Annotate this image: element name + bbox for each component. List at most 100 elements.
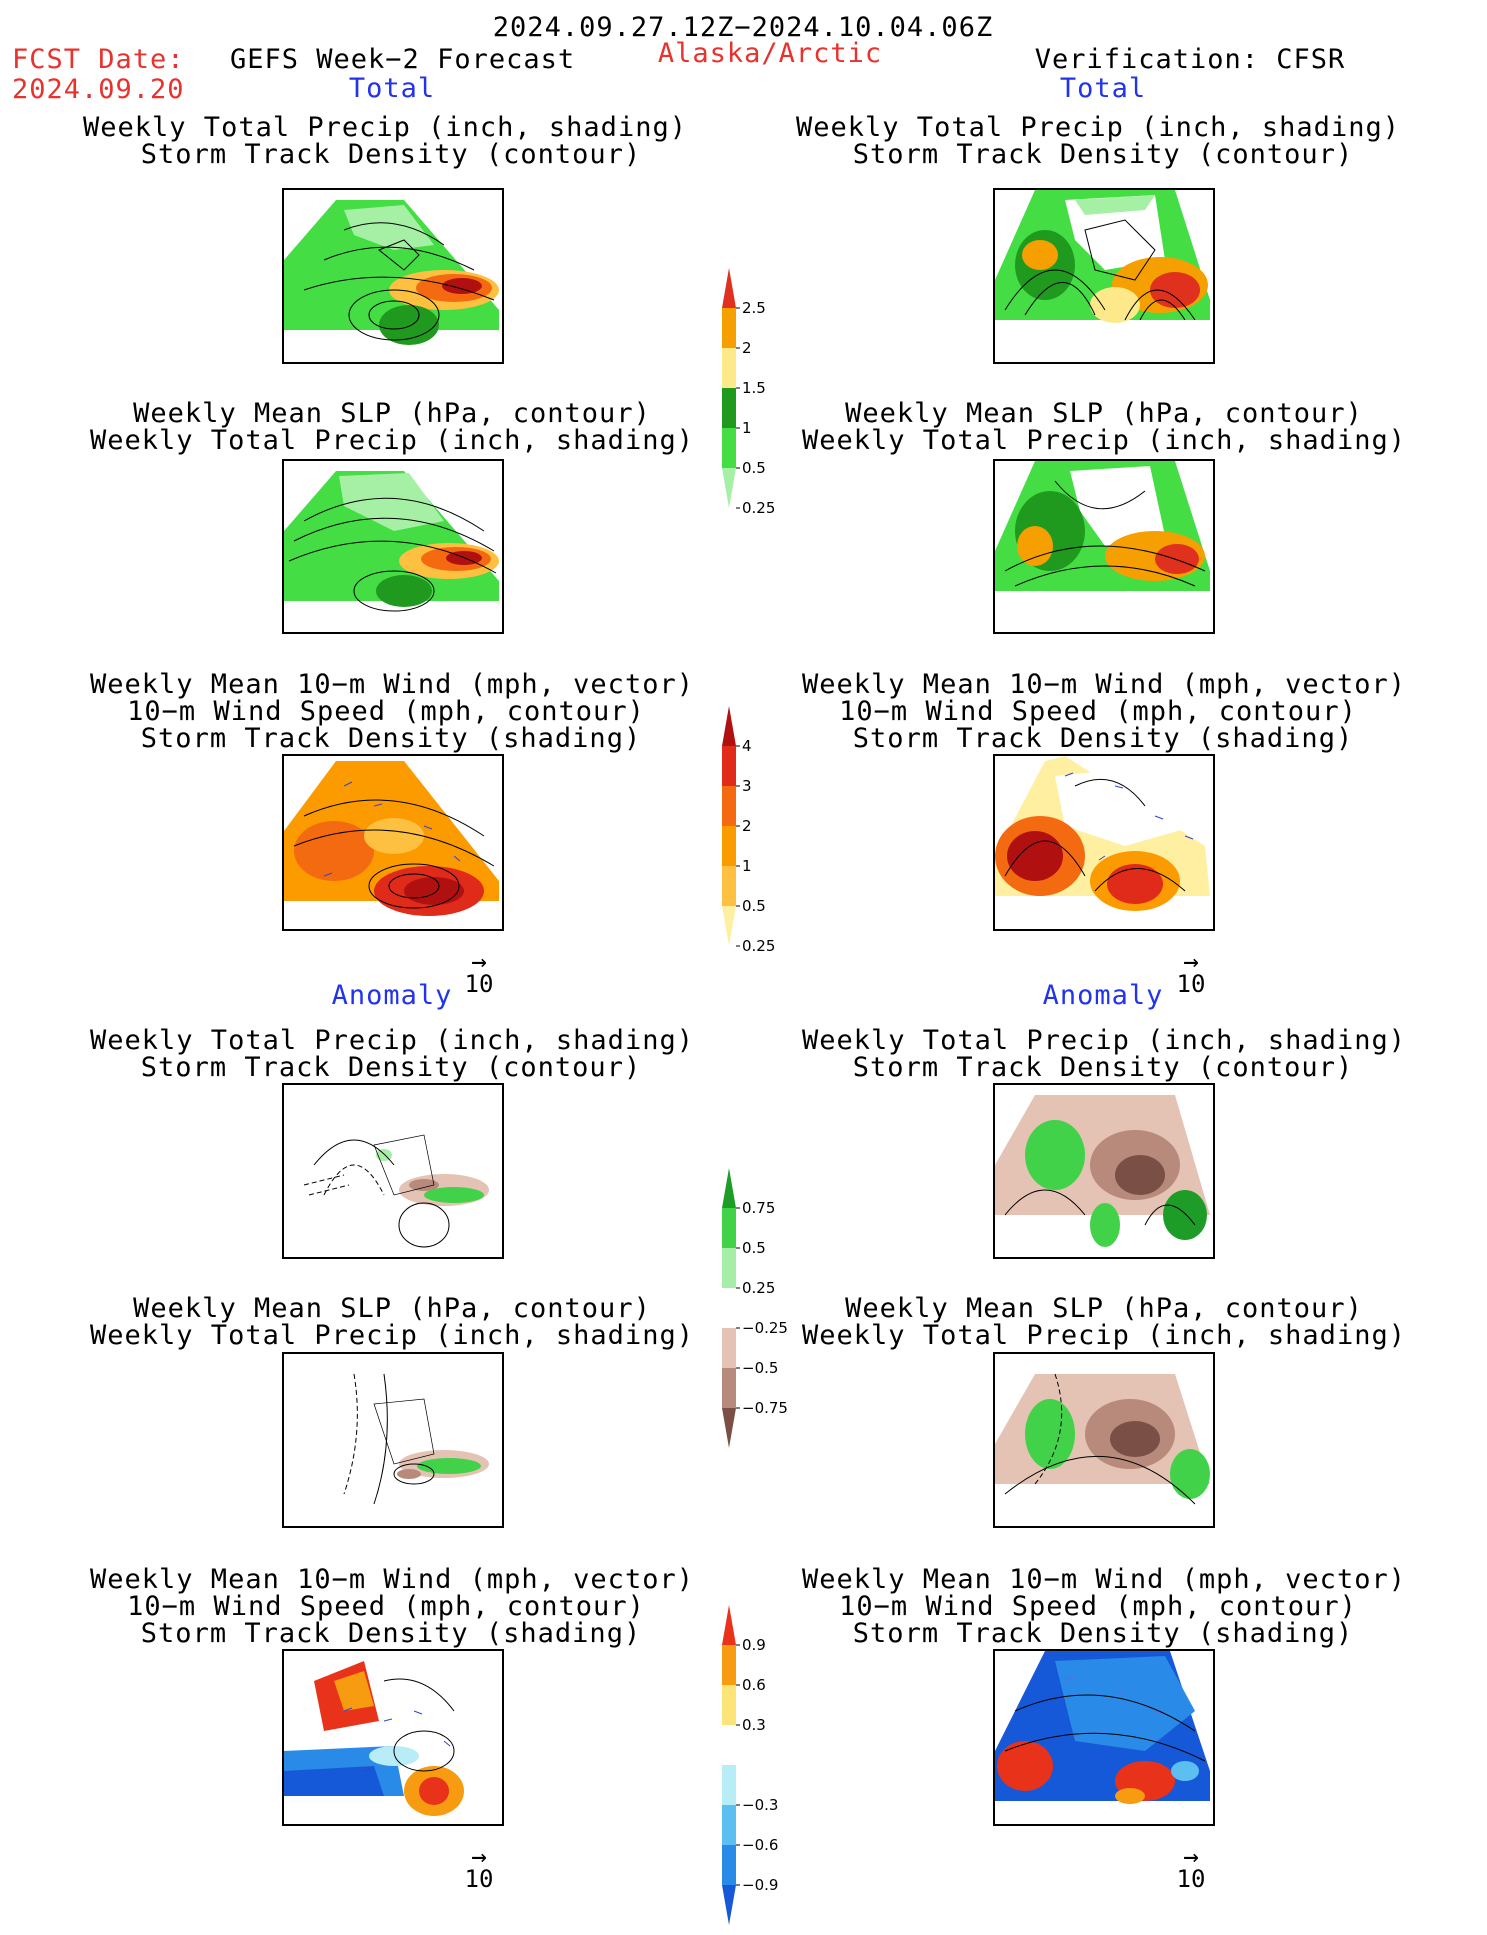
colorbar-storm-anomaly: 0.9 0.6 0.3 −0.3 −0.6 −0.9 <box>722 1605 802 1935</box>
shade-region <box>364 818 424 854</box>
vector-reference-arrow: → <box>471 1842 487 1872</box>
colorbar-segment <box>722 268 736 308</box>
shade-region <box>1017 526 1053 566</box>
map-panel-verification-wind-storm <box>993 754 1215 931</box>
vector-reference-arrow: → <box>1183 1842 1199 1872</box>
shade-region <box>1055 766 1195 846</box>
vector-reference: → 10 <box>1174 1842 1208 1891</box>
contour-line <box>288 540 497 574</box>
shade-region <box>376 575 432 607</box>
colorbar-tick-label: 1.5 <box>742 379 766 397</box>
contour-line <box>293 517 495 552</box>
contour-line <box>293 829 495 867</box>
colorbar-segment <box>722 1605 736 1645</box>
colorbar-tick-label: 2 <box>742 339 752 357</box>
colorbar-tick-label: 0.75 <box>742 1199 775 1217</box>
colorbar-tick-label: 1 <box>742 857 752 875</box>
colorbar-segment <box>722 1248 736 1288</box>
panel-title-line: Storm Track Density (shading) <box>140 1618 642 1649</box>
panel-title-line: Weekly Mean 10−m Wind (mph, vector) <box>90 1564 694 1595</box>
map-panel-verification-precip-storm <box>993 188 1215 364</box>
shade-region <box>344 205 434 250</box>
contour-line <box>393 1463 435 1485</box>
vector-reference-value: 10 <box>464 970 494 998</box>
fcst-date-label: FCST Date: <box>12 44 185 75</box>
contour-line <box>323 1164 385 1196</box>
section-total-right: Total <box>1059 73 1147 104</box>
panel-title-line: Storm Track Density (contour) <box>852 1052 1354 1083</box>
shade-region <box>1163 1190 1207 1240</box>
contour-line <box>1144 1204 1196 1226</box>
contour-line <box>303 497 485 532</box>
colorbar-tick-label: 0.5 <box>742 1239 766 1257</box>
panel-title-line: Storm Track Density (contour) <box>140 139 642 170</box>
colorbar-tick-label: 0.6 <box>742 1676 766 1694</box>
shade-region <box>334 1671 374 1711</box>
panel-title-line: Weekly Mean 10−m Wind (mph, vector) <box>802 669 1406 700</box>
contour-line <box>1054 480 1146 510</box>
contour-line <box>1004 1456 1196 1505</box>
shade-region <box>997 1741 1053 1791</box>
section-total-left: Total <box>348 73 436 104</box>
shade-region <box>1110 1421 1160 1457</box>
panel-title-line: Weekly Mean 10−m Wind (mph, vector) <box>90 669 694 700</box>
colorbar-svg: 0.9 0.6 0.3 −0.3 −0.6 −0.9 <box>722 1605 778 1925</box>
section-anomaly-right: Anomaly <box>1042 980 1164 1011</box>
colorbar-segment <box>722 1725 736 1765</box>
panel-title-line: Weekly Total Precip (inch, shading) <box>83 112 687 143</box>
section-anomaly-left: Anomaly <box>331 980 453 1011</box>
colorbar-segment <box>722 786 736 826</box>
contour-line <box>353 570 435 612</box>
shade-region <box>284 1766 384 1796</box>
shade-region <box>339 473 444 531</box>
wind-vectors <box>323 781 461 877</box>
panel-title-line: 10−m Wind Speed (mph, contour) <box>127 1591 645 1622</box>
panel-title-line: Weekly Mean SLP (hPa, contour) <box>845 398 1363 429</box>
colorbar-tick-label: 0.3 <box>742 1716 766 1734</box>
panel-title-line: Weekly Total Precip (inch, shading) <box>90 425 694 456</box>
shade-region <box>1107 864 1163 904</box>
coastline <box>1084 219 1156 281</box>
panel-title-line: Weekly Mean SLP (hPa, contour) <box>133 1293 651 1324</box>
panel-title-line: Storm Track Density (shading) <box>852 1618 1354 1649</box>
contour-line <box>398 1202 450 1248</box>
colorbar-tick-label: 2 <box>742 817 752 835</box>
contour-line <box>368 863 460 909</box>
colorbar-segment <box>722 1805 736 1845</box>
contour-line <box>348 289 440 341</box>
colorbar-svg: 0.75 0.5 0.25 −0.25 −0.5 −0.75 <box>722 1168 788 1448</box>
shade-region <box>1025 1120 1085 1190</box>
panel-title-line: Weekly Total Precip (inch, shading) <box>796 112 1400 143</box>
coastline <box>378 239 420 271</box>
panel-title-line: Weekly Total Precip (inch, shading) <box>90 1025 694 1056</box>
colorbar-segment <box>722 348 736 388</box>
contour-line <box>1074 778 1146 807</box>
colorbar-tick-label: −0.25 <box>742 1319 788 1337</box>
coastline <box>373 1398 435 1465</box>
wind-vectors <box>1064 772 1194 861</box>
panel-title-line: Weekly Mean SLP (hPa, contour) <box>133 398 651 429</box>
contour-line <box>303 276 495 301</box>
colorbar-svg: 2.5 2 1.5 1 0.5 0.25 <box>722 268 775 517</box>
colorbar-tick-label: 0.5 <box>742 897 766 915</box>
coastline <box>373 1134 435 1196</box>
vector-reference-arrow: → <box>471 947 487 977</box>
vector-reference: → 10 <box>462 947 496 998</box>
colorbar-tick-label: −0.6 <box>742 1836 778 1854</box>
panel-title-line: Weekly Total Precip (inch, shading) <box>802 1320 1406 1351</box>
contour-line <box>1024 282 1096 316</box>
map-panel-forecast-precip-storm <box>282 188 504 364</box>
panel-title-line: Weekly Total Precip (inch, shading) <box>90 1320 694 1351</box>
colorbar-segment <box>722 1685 736 1725</box>
panel-title-line: Storm Track Density (shading) <box>140 723 642 754</box>
shade-region <box>1075 195 1155 215</box>
panel-title-line: Weekly Total Precip (inch, shading) <box>802 425 1406 456</box>
colorbar-segment <box>722 1845 736 1885</box>
shade-region <box>404 877 464 905</box>
panel-title-line: 10−m Wind Speed (mph, contour) <box>127 696 645 727</box>
contour-line <box>368 300 420 330</box>
shade-region <box>1171 1761 1199 1781</box>
panel-title-line: 10−m Wind Speed (mph, contour) <box>839 1591 1357 1622</box>
contour-line <box>1034 1373 1063 1485</box>
colorbar-segment <box>722 906 736 946</box>
